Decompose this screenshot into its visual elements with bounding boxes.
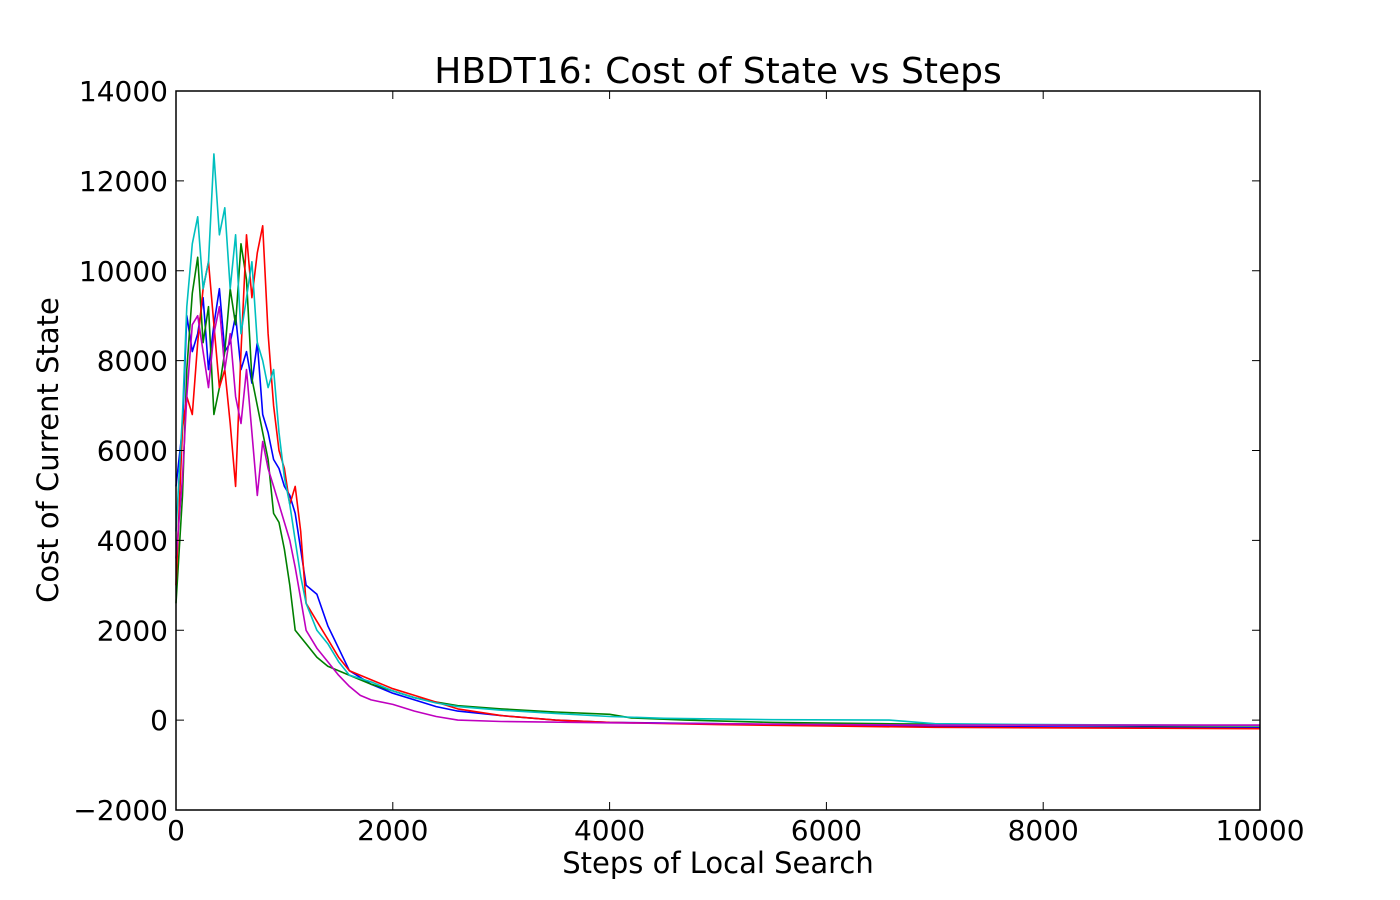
chart-title: HBDT16: Cost of State vs Steps <box>434 51 1001 92</box>
series-line-2 <box>175 243 1261 727</box>
x-tick-label: 2000 <box>357 814 428 847</box>
x-tick-label: 10000 <box>1215 814 1304 847</box>
y-tick-label: 6000 <box>97 435 168 468</box>
y-tick-label: 8000 <box>97 345 168 378</box>
y-tick-label: 0 <box>150 704 168 737</box>
y-tick-label: 2000 <box>97 614 168 647</box>
y-tick-label: 14000 <box>79 75 168 108</box>
x-tick-label: 0 <box>167 814 185 847</box>
x-axis-label: Steps of Local Search <box>562 846 874 880</box>
series-line-5 <box>175 305 1260 726</box>
x-tick-label: 6000 <box>791 814 862 847</box>
ticks-layer: 0 2000 4000 6000 8000 10000−20000200040006000… <box>73 75 1304 847</box>
x-tick-label: 8000 <box>1008 814 1079 847</box>
series-layer <box>175 153 1261 730</box>
y-tick-label: −2000 <box>73 794 168 827</box>
y-tick-label: 12000 <box>79 165 168 198</box>
y-axis-label: Cost of Current State <box>31 297 65 603</box>
x-tick-label: 4000 <box>574 814 645 847</box>
y-tick-label: 10000 <box>79 255 168 288</box>
series-line-4 <box>175 153 1261 727</box>
y-tick-label: 4000 <box>97 524 168 557</box>
